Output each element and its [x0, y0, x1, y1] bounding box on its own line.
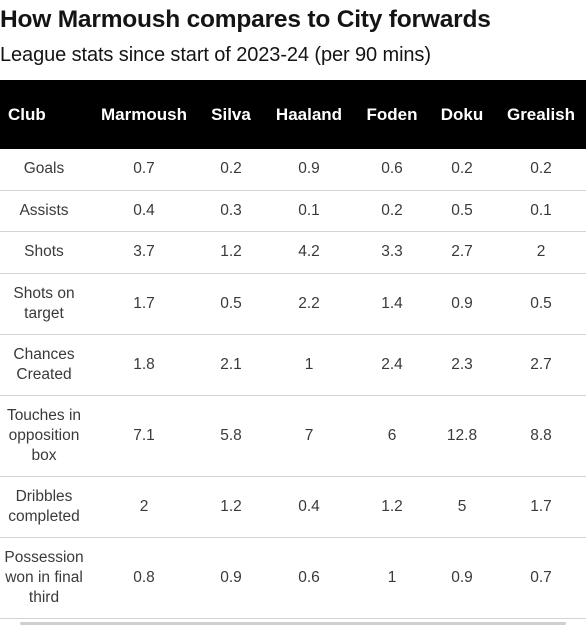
table-cell: 0.7	[496, 537, 586, 619]
table-cell: 0.8	[88, 537, 200, 619]
table-cell: 0.5	[496, 273, 586, 335]
table-body: Goals 0.7 0.2 0.9 0.6 0.2 0.2 Assists 0.4 0.3 0.1 0…	[0, 149, 586, 619]
column-header: Marmoush	[101, 104, 187, 124]
table-cell: 0.6	[356, 149, 428, 191]
table-cell: 0.2	[200, 149, 262, 191]
table-cell: 0.7	[88, 149, 200, 191]
table-cell: 1	[262, 334, 356, 396]
table-cell: 0.9	[428, 537, 496, 619]
table-row: Goals 0.7 0.2 0.9 0.6 0.2 0.2	[0, 149, 586, 191]
table-cell: 0.1	[262, 190, 356, 232]
table-cell: 0.9	[428, 273, 496, 335]
table-cell: 2.7	[428, 231, 496, 274]
column-header: Grealish	[506, 104, 576, 124]
row-label: Dribbles completed	[0, 476, 88, 538]
table-cell: 1.7	[88, 273, 200, 335]
chart-subtitle: League stats since start of 2023-24 (per…	[0, 44, 431, 66]
table-cell: 2.3	[428, 334, 496, 396]
stats-table: Club Marmoush Silva Haaland Foden Doku G…	[0, 80, 586, 619]
table-cell: 7.1	[88, 395, 200, 477]
row-label: Touches in opposition box	[0, 395, 88, 477]
table-row: Dribbles completed 2 1.2 0.4 1.2 5 1.7	[0, 476, 586, 538]
column-header: Club	[8, 104, 46, 124]
table-cell: 2	[496, 231, 586, 274]
table-cell: 2.1	[200, 334, 262, 396]
table-cell: 0.5	[428, 190, 496, 232]
table-cell: 0.1	[496, 190, 586, 232]
table-cell: 5	[428, 476, 496, 538]
horizontal-scrollbar[interactable]	[20, 622, 566, 625]
table-cell: 8.8	[496, 395, 586, 477]
table-cell: 0.2	[428, 149, 496, 191]
table-cell: 0.9	[200, 537, 262, 619]
table-row: Assists 0.4 0.3 0.1 0.2 0.5 0.1	[0, 190, 586, 232]
table-cell: 1.4	[356, 273, 428, 335]
table-cell: 5.8	[200, 395, 262, 477]
row-label: Goals	[0, 149, 88, 191]
table-cell: 1.2	[356, 476, 428, 538]
table-row: Shots on target 1.7 0.5 2.2 1.4 0.9 0.5	[0, 273, 586, 335]
table-cell: 0.4	[88, 190, 200, 232]
table-cell: 0.4	[262, 476, 356, 538]
row-label: Assists	[0, 190, 88, 232]
table-cell: 2	[88, 476, 200, 538]
column-header: Foden	[366, 104, 418, 124]
table-row: Touches in opposition box 7.1 5.8 7 6 12.8 8.8	[0, 395, 586, 477]
table-cell: 7	[262, 395, 356, 477]
table-cell: 3.7	[88, 231, 200, 274]
row-label: Shots	[0, 231, 88, 274]
table-row: Possession won in final third 0.8 0.9 0.6 1 0…	[0, 537, 586, 619]
table-cell: 1.2	[200, 476, 262, 538]
table-cell: 0.3	[200, 190, 262, 232]
table-header-row: Club Marmoush Silva Haaland Foden Doku G…	[0, 80, 586, 149]
table-cell: 2.7	[496, 334, 586, 396]
row-label: Shots on target	[0, 273, 88, 335]
column-header: Doku	[440, 104, 484, 124]
table-cell: 0.5	[200, 273, 262, 335]
table-row: Chances Created 1.8 2.1 1 2.4 2.3 2.7	[0, 334, 586, 396]
table-cell: 0.6	[262, 537, 356, 619]
table-cell: 2.4	[356, 334, 428, 396]
chart-title: How Marmoush compares to City forwards	[0, 6, 491, 33]
table-row: Shots 3.7 1.2 4.2 3.3 2.7 2	[0, 231, 586, 274]
column-header: Haaland	[275, 104, 343, 124]
row-label: Possession won in final third	[0, 537, 88, 619]
table-cell: 0.9	[262, 149, 356, 191]
table-cell: 6	[356, 395, 428, 477]
table-cell: 1	[356, 537, 428, 619]
table-cell: 1.2	[200, 231, 262, 274]
table-cell: 4.2	[262, 231, 356, 274]
table-cell: 3.3	[356, 231, 428, 274]
row-label: Chances Created	[0, 334, 88, 396]
table-cell: 1.7	[496, 476, 586, 538]
table-cell: 2.2	[262, 273, 356, 335]
table-cell: 0.2	[356, 190, 428, 232]
table-cell: 0.2	[496, 149, 586, 191]
table-cell: 12.8	[428, 395, 496, 477]
column-header: Silva	[211, 104, 251, 124]
table-cell: 1.8	[88, 334, 200, 396]
